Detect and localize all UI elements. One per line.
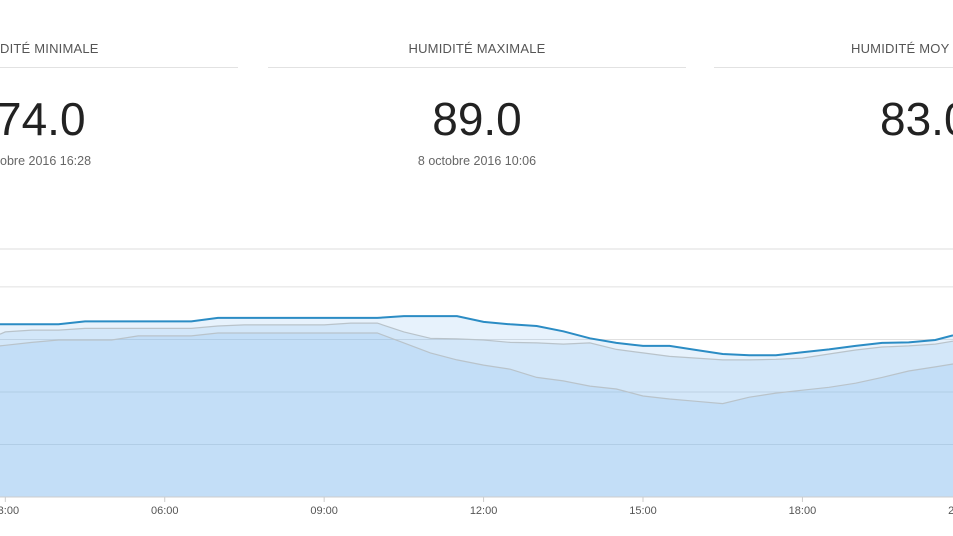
x-tick-label: 09:00 <box>310 505 338 517</box>
area <box>0 323 953 497</box>
card-divider <box>0 67 238 68</box>
x-tick-label: 06:00 <box>151 505 179 517</box>
area <box>0 333 953 497</box>
x-tick-label: 12:00 <box>470 505 498 517</box>
card-title: HUMIDITÉ MOY <box>851 41 950 56</box>
series-line <box>0 315 953 357</box>
x-tick-label: 15:00 <box>629 505 657 517</box>
card-date: 8 octobre 2016 10:06 <box>417 154 537 168</box>
area <box>0 316 953 497</box>
card-value: 89.0 <box>432 93 522 145</box>
x-tick-label: 21:00 <box>948 505 953 517</box>
series-line <box>0 332 953 405</box>
card-value: 83.0 <box>880 93 953 145</box>
card-value: 74.0 <box>0 93 86 145</box>
card-divider <box>268 67 686 68</box>
x-tick-label: 03:00 <box>0 505 19 517</box>
card-title: DITÉ MINIMALE <box>0 41 99 56</box>
x-tick-label: 18:00 <box>789 505 817 517</box>
card-divider <box>714 67 953 68</box>
series-line <box>0 322 953 361</box>
card-date: obre 2016 16:28 <box>0 154 92 168</box>
card-title: HUMIDITÉ MAXIMALE <box>408 41 546 56</box>
